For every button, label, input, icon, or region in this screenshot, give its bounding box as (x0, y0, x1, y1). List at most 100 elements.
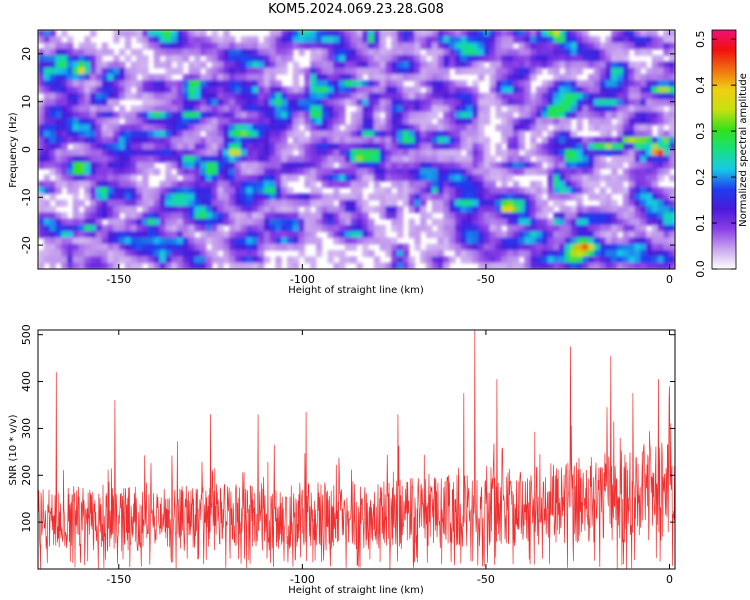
spectrogram-cell (66, 80, 74, 88)
spectrogram-cell (49, 262, 56, 269)
spectrogram-cell (101, 118, 109, 125)
spectrogram-cell (431, 143, 439, 151)
spectrogram-cell (420, 74, 427, 81)
spectrogram-cell (536, 187, 543, 195)
spectrogram-cell (269, 80, 277, 88)
spectrogram-cell (651, 224, 659, 232)
spectrogram-cell (460, 206, 468, 213)
spectrogram-cell (107, 118, 114, 125)
spectrogram-cell (107, 256, 114, 264)
spectrogram-cell (362, 67, 369, 75)
spectrogram-cell (478, 111, 485, 119)
spectrogram-cell (182, 92, 190, 100)
spectrogram-cell (55, 162, 62, 169)
spectrogram-cell (472, 118, 479, 125)
spectrogram-cell (640, 30, 647, 37)
spectrogram-cell (159, 105, 166, 113)
spectrogram-cell (217, 99, 224, 107)
spectrogram-cell (66, 130, 74, 138)
spectrogram-cell (402, 92, 410, 100)
spectrogram-cell (622, 231, 630, 239)
spectrogram-cell (408, 86, 416, 94)
spectrogram-cell (61, 218, 68, 226)
spectrogram-cell (229, 218, 236, 226)
spectrogram-cell (622, 143, 630, 151)
spectrogram-cell (38, 80, 45, 88)
spectrogram-cell (414, 74, 421, 81)
spectrogram-cell (211, 105, 219, 113)
spectrogram-cell (182, 105, 190, 113)
spectrogram-cell (657, 155, 665, 163)
spectrogram-cell (553, 262, 560, 269)
spectrogram-cell (171, 99, 178, 107)
spectrogram-cell (368, 55, 375, 63)
spectrogram-cell (472, 124, 479, 132)
spectrogram-cell (460, 36, 468, 44)
spectrogram-cell (321, 99, 329, 107)
spectrogram-cell (84, 36, 91, 44)
spectrogram-cell (402, 187, 410, 195)
spectrogram-cell (362, 212, 369, 220)
spectrogram-cell (454, 149, 462, 157)
spectrogram-cell (420, 162, 427, 169)
spectrogram-cell (84, 105, 91, 113)
spectrogram-cell (507, 168, 514, 176)
spectrogram-cell (263, 162, 271, 169)
spectrogram-cell (501, 218, 508, 226)
spectrogram-cell (72, 262, 80, 269)
spectrogram-cell (605, 180, 612, 188)
spectrogram-cell (611, 136, 618, 144)
spectrogram-cell (628, 105, 636, 113)
spectrogram-cell (646, 174, 653, 182)
spectrogram-cell (368, 168, 375, 176)
spectrogram-cell (49, 136, 56, 144)
spectrogram-cell (472, 187, 479, 195)
spectrogram-cell (501, 231, 508, 239)
spectrogram-cell (246, 218, 253, 226)
spectrogram-cell (55, 80, 62, 88)
spectrogram-cell (234, 143, 242, 151)
spectrogram-cell (234, 174, 242, 182)
spectrogram-cell (657, 130, 665, 138)
spectrogram-cell (240, 136, 248, 144)
spectrogram-cell (564, 136, 572, 144)
spectrogram-cell (200, 80, 207, 88)
spectrogram-cell (362, 80, 369, 88)
spectrogram-cell (402, 155, 410, 163)
spectrogram-cell (582, 206, 589, 213)
spectrogram-cell (350, 237, 358, 245)
spectrogram-cell (431, 86, 439, 94)
spectrogram-cell (182, 262, 190, 269)
spectrogram-cell (669, 199, 675, 207)
spectrogram-cell (333, 262, 340, 269)
spectrogram-cell (489, 180, 497, 188)
spectrogram-cell (507, 174, 514, 182)
spectrogram-cell (304, 218, 311, 226)
spectrogram-cell (211, 218, 219, 226)
spectrogram-cell (431, 218, 439, 226)
spectrogram-cell (246, 231, 253, 239)
spectrogram-cell (570, 250, 578, 258)
snr-y-tick-label: 400 (20, 371, 33, 392)
spectrogram-cell (315, 118, 323, 125)
spectrogram-cell (646, 111, 653, 119)
spectrogram-cell (321, 48, 329, 56)
spectrogram-cell (43, 136, 51, 144)
spectrogram-cell (211, 224, 219, 232)
spectrogram-cell (408, 199, 416, 207)
spectrogram-cell (350, 243, 358, 251)
spectrogram-cell (391, 168, 398, 176)
spectrogram-cell (171, 124, 178, 132)
spectrogram-cell (420, 149, 427, 157)
spectrogram-cell (651, 212, 659, 220)
spectrogram-cell (142, 231, 149, 239)
spectrogram-cell (559, 80, 566, 88)
spectrogram-cell (530, 149, 537, 157)
spectrogram-cell (385, 237, 392, 245)
spectrogram-cell (327, 124, 334, 132)
spectrogram-cell (402, 61, 410, 69)
spectrogram-cell (49, 224, 56, 232)
spectrogram-cell (402, 86, 410, 94)
spectrogram-cell (292, 174, 300, 182)
spectrogram-cell (304, 162, 311, 169)
